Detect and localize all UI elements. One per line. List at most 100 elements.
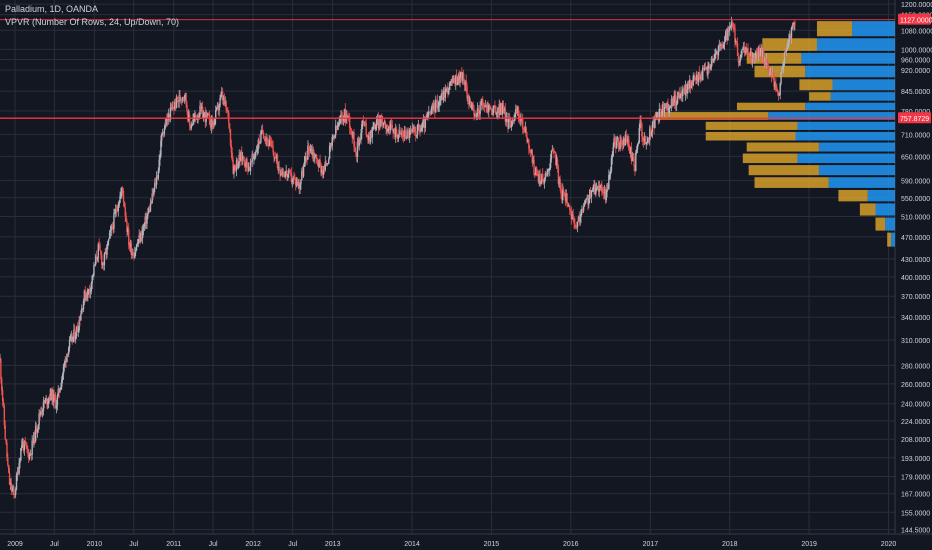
x-tick-label: Jul xyxy=(50,541,59,548)
price-axis[interactable]: 1200.00001150.00001080.00001000.0000960.… xyxy=(898,2,932,535)
candle-body xyxy=(76,327,79,332)
candle-body xyxy=(335,125,337,136)
candle-body xyxy=(533,159,535,175)
candle-body xyxy=(187,111,189,121)
candle-body xyxy=(475,115,478,117)
y-tick-label: 590.0000 xyxy=(901,178,930,185)
candle-body xyxy=(127,229,129,232)
candle-body xyxy=(328,158,330,164)
candle-body xyxy=(194,114,196,118)
candle-body xyxy=(780,72,782,84)
candle-body xyxy=(121,187,124,191)
volume-profile-up-bar xyxy=(805,65,895,78)
candle-body xyxy=(535,167,538,174)
volume-profile-down-bar xyxy=(754,177,829,188)
volume-profile-down-bar xyxy=(655,112,769,120)
candle-body xyxy=(235,160,238,171)
candle-body xyxy=(223,97,226,105)
candle-body xyxy=(70,335,73,338)
volume-profile-down-bar xyxy=(859,203,876,216)
candle-body xyxy=(449,81,452,84)
candle-body xyxy=(601,184,603,193)
candle-body xyxy=(609,170,612,175)
candle-body xyxy=(230,145,233,153)
candle-body xyxy=(719,45,721,47)
volume-profile-up-bar xyxy=(830,92,895,101)
volume-profile-up-bar xyxy=(867,189,895,202)
candle-body xyxy=(215,107,218,111)
candle-body xyxy=(429,112,432,114)
candle-body xyxy=(192,119,194,125)
candle-body xyxy=(299,184,301,189)
candle-body xyxy=(387,128,389,131)
candle-body xyxy=(139,235,141,242)
candle-body xyxy=(622,138,625,145)
candle-body xyxy=(339,118,341,121)
time-axis[interactable]: 2009 Jul 2010 Jul 2011 Jul 2012 Jul 2013 2014 2015… xyxy=(7,541,896,548)
candle-body xyxy=(509,118,512,128)
volume-profile-up-bar xyxy=(875,203,895,216)
volume-profile-down-bar xyxy=(887,232,892,247)
candle-body xyxy=(658,109,660,121)
x-tick-label: 2015 xyxy=(484,541,500,548)
candle-body xyxy=(91,275,93,284)
candle-body xyxy=(282,172,285,175)
candle-body xyxy=(51,390,53,401)
candle-body xyxy=(633,157,635,167)
candle-body xyxy=(342,118,345,121)
volume-profile-down-bar xyxy=(736,102,806,111)
candle-body xyxy=(649,128,651,141)
x-tick-label: 2009 xyxy=(7,541,23,548)
candle-body xyxy=(686,89,688,94)
candle-body xyxy=(315,154,318,160)
candle-body xyxy=(180,99,182,101)
x-tick-label: 2020 xyxy=(881,541,897,548)
candle-body xyxy=(794,22,796,25)
candle-body xyxy=(144,216,146,225)
candle-body xyxy=(728,29,730,31)
candle-body xyxy=(428,111,430,116)
candle-body xyxy=(395,128,397,138)
candle-body xyxy=(211,116,213,126)
candle-body xyxy=(393,128,395,133)
candle-body xyxy=(239,155,241,161)
candle-body xyxy=(682,88,684,97)
candle-body xyxy=(222,97,225,101)
candle-body xyxy=(790,27,793,38)
candle-body xyxy=(420,129,422,132)
x-tick-label: 2017 xyxy=(643,541,659,548)
candle-body xyxy=(499,104,501,115)
candle-body xyxy=(395,128,398,136)
candle-body xyxy=(128,229,130,246)
candle-body xyxy=(604,189,607,201)
y-tick-label: 845.0000 xyxy=(901,89,930,96)
candle-body xyxy=(554,152,556,154)
candle-body xyxy=(241,156,244,160)
candle-body xyxy=(594,184,596,195)
candle-body xyxy=(715,51,718,55)
candle-body xyxy=(681,92,683,97)
candle-body xyxy=(1,378,3,391)
candle-body xyxy=(184,93,186,97)
candle-body xyxy=(529,150,532,153)
indicator-legend[interactable]: VPVR (Number Of Rows, 24, Up/Down, 70) xyxy=(5,17,180,27)
candle-body xyxy=(749,51,752,57)
candle-body xyxy=(513,120,515,122)
candle-body xyxy=(85,295,87,300)
candle-body xyxy=(517,107,520,117)
candle-body xyxy=(19,460,21,464)
candle-body xyxy=(500,103,502,115)
candle-body xyxy=(297,181,300,187)
x-tick-label: 2013 xyxy=(325,541,341,548)
candle-body xyxy=(613,138,615,148)
candle-body xyxy=(602,192,604,193)
candle-body xyxy=(531,150,534,163)
candle-body xyxy=(309,149,312,151)
candle-body xyxy=(384,121,387,129)
candle-body xyxy=(718,45,721,47)
candle-body xyxy=(593,184,595,190)
candle-body xyxy=(363,121,366,123)
candle-body xyxy=(406,130,408,139)
candle-body xyxy=(610,158,613,171)
